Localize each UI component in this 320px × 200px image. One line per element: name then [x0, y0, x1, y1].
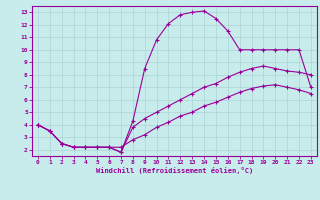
X-axis label: Windchill (Refroidissement éolien,°C): Windchill (Refroidissement éolien,°C) — [96, 167, 253, 174]
